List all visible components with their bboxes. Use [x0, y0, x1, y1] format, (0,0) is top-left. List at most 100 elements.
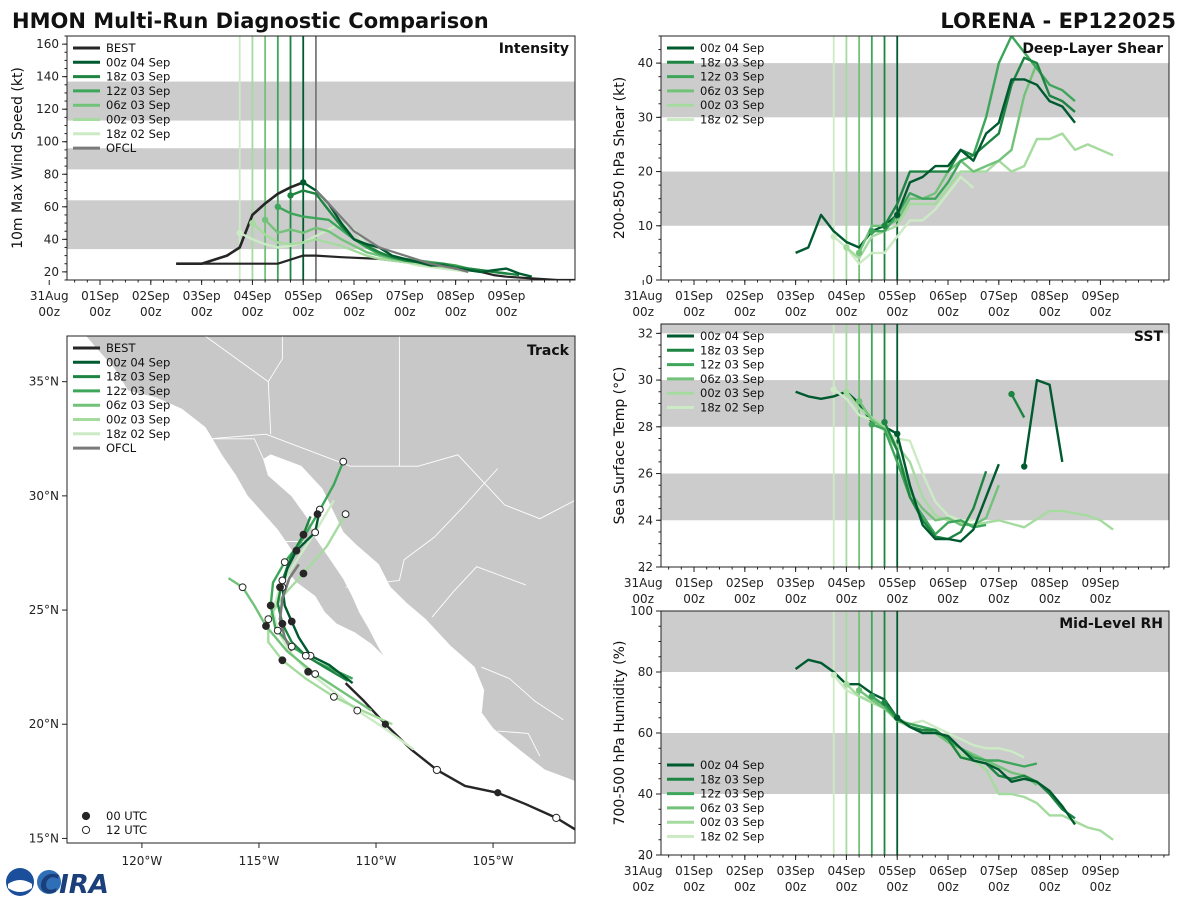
shear-xtick-day-1: 01Sep [675, 289, 713, 303]
track-legend-label-7: OFCL [106, 441, 137, 455]
intensity-xtick-hour-1: 00z [89, 305, 111, 319]
rh-series-line-00z-04-Sep [896, 716, 1076, 826]
rh-legend-label-5: 18z 02 Sep [700, 830, 764, 844]
sst-title: SST [1134, 329, 1164, 345]
shear-legend-label-2: 12z 03 Sep [700, 70, 764, 84]
intensity-legend-label-5: 00z 03 Sep [106, 113, 170, 127]
intensity-xtick-day-2: 02Sep [132, 289, 170, 303]
track-legend-label-4: 06z 03 Sep [106, 398, 170, 412]
sst-xtick-hour-2: 00z [734, 592, 756, 606]
shear-xtick-hour-8: 00z [1039, 305, 1061, 319]
intensity-xtick-hour-4: 00z [242, 305, 264, 319]
sst-xtick-hour-5: 00z [886, 592, 908, 606]
intensity-series-start-point-3 [274, 203, 282, 210]
shear-xtick-hour-7: 00z [988, 305, 1010, 319]
shear-series-start-point-2 [855, 249, 863, 257]
shear-ytick-label-4: 40 [638, 56, 653, 70]
track-run-point-5-8 [276, 583, 284, 592]
shear-xtick-hour-0: 00z [632, 305, 654, 319]
intensity-xtick-day-7: 07Sep [386, 289, 424, 303]
sst-ylabel: Sea Surface Temp (°C) [612, 367, 628, 525]
track-marker-legend-icon-0 [81, 811, 91, 821]
sst-xtick-hour-9: 00z [1090, 592, 1112, 606]
track-ofcl-line [278, 563, 300, 652]
rh-ytick-label-2: 60 [638, 726, 653, 740]
sst-xtick-day-1: 01Sep [675, 576, 713, 590]
rh-series-start-point-1 [843, 681, 850, 688]
track-run-point-2-8 [313, 510, 322, 519]
shear-xtick-hour-4: 00z [836, 305, 858, 319]
track-legend-label-3: 12z 03 Sep [106, 384, 170, 398]
rh-legend-label-4: 00z 03 Sep [700, 815, 764, 829]
rh-xtick-hour-3: 00z [785, 880, 807, 894]
shear-xtick-day-8: 08Sep [1031, 289, 1069, 303]
rh-xtick-day-1: 01Sep [675, 864, 713, 878]
shear-legend-label-3: 06z 03 Sep [700, 84, 764, 98]
intensity-series-start-point-1 [249, 219, 256, 227]
shear-ytick-label-3: 30 [638, 110, 653, 124]
track-run-point-1-8 [299, 530, 308, 539]
sst-panel: 22 24 26 28 30 32 31Aug 00z 01Sep 00z 02Sep 00z 03Se… [612, 323, 1170, 606]
sst-ytick-label-4: 30 [638, 373, 653, 387]
track-ytick-label-3: 30°N [29, 489, 59, 503]
sst-series-line-18z-02-Sep [832, 388, 974, 522]
intensity-xtick-day-5: 05Sep [284, 289, 322, 303]
track-frame [66, 335, 576, 844]
track-run-point-1-4 [278, 619, 287, 628]
intensity-ylabel: 10m Max Wind Speed (kt) [10, 67, 26, 249]
shear-xtick-hour-9: 00z [1090, 305, 1112, 319]
rh-panel: 20 40 60 80 100 31Aug 00z 01Sep 00z 02Sep 00z 03Sep… [612, 604, 1170, 894]
intensity-xtick-hour-8: 00z [445, 305, 467, 319]
sst-series-line-00z-03-Sep [845, 391, 1114, 531]
sst-series-start-point-6 [1021, 463, 1028, 470]
intensity-ofcl-line [315, 189, 469, 273]
sst-legend-label-1: 18z 03 Sep [700, 343, 764, 357]
track-ytick-label-4: 35°N [29, 375, 59, 389]
california-border [141, 336, 272, 435]
rh-xtick-day-5: 05Sep [878, 864, 916, 878]
track-best-line [344, 682, 575, 831]
rh-series-line-18z-02-Sep [832, 674, 1025, 759]
shear-series-start-point-1 [843, 244, 850, 251]
nayarit-border [481, 666, 564, 721]
jalisco-border [497, 730, 541, 757]
rh-plot-area [661, 611, 1169, 855]
shear-xtick-hour-1: 00z [683, 305, 705, 319]
track-best-12utc-point-1 [432, 765, 441, 775]
intensity-xtick-hour-3: 00z [191, 305, 213, 319]
rh-series-start-point-3 [868, 693, 876, 700]
sst-series-start-point-1 [843, 388, 850, 395]
sst-series-start-point-2 [855, 397, 863, 405]
track-xtick-label-0: 120°W [122, 854, 163, 868]
intensity-xtick-day-9: 09Sep [487, 289, 525, 303]
rh-xtick-hour-4: 00z [836, 880, 858, 894]
shear-xtick-day-5: 05Sep [878, 289, 916, 303]
shear-band-1 [661, 63, 1169, 118]
track-ytick-label-0: 15°N [29, 831, 59, 845]
track-xtick-label-1: 115°W [239, 854, 280, 868]
intensity-series-start-point-4 [287, 192, 294, 199]
track-xtick-label-2: 110°W [356, 854, 397, 868]
intensity-xtick-day-6: 06Sep [335, 289, 373, 303]
track-ytick-label-2: 25°N [29, 603, 59, 617]
track-marker-legend-label-0: 00 UTC [106, 809, 147, 823]
sst-series-line-00z-04-Sep [896, 433, 1000, 543]
sst-ytick-label-5: 32 [638, 326, 653, 340]
track-run-point-5-6 [273, 626, 282, 635]
rh-xtick-hour-0: 00z [632, 880, 654, 894]
intensity-ytick-label-5: 120 [36, 102, 59, 116]
us-mexico-border [209, 433, 575, 520]
sst-xtick-hour-6: 00z [937, 592, 959, 606]
rh-xtick-hour-5: 00z [886, 880, 908, 894]
sst-legend-label-2: 12z 03 Sep [700, 358, 764, 372]
track-line-00z-03-Sep [267, 513, 393, 726]
track-run-point-2-4 [266, 601, 275, 610]
rh-ylabel: 700-500 hPa Humidity (%) [612, 641, 628, 826]
rh-legend-label-2: 12z 03 Sep [700, 787, 764, 801]
sst-xtick-day-8: 08Sep [1031, 576, 1069, 590]
intensity-ytick-label-3: 80 [44, 167, 59, 181]
cira-logo: CIRA [6, 868, 109, 900]
sst-xtick-hour-4: 00z [836, 592, 858, 606]
shear-plot-area [661, 36, 1169, 280]
track-best-00utc-point-1 [381, 720, 389, 728]
